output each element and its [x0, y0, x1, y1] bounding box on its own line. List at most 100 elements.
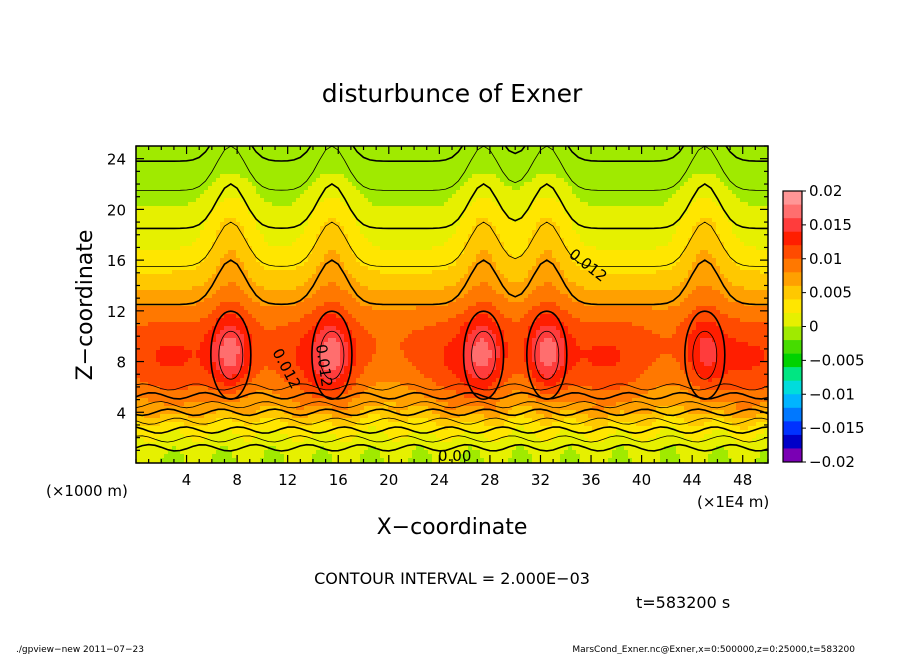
heatmap-cell [304, 194, 309, 199]
heatmap-cell [216, 358, 221, 363]
heatmap-cell [364, 446, 369, 451]
heatmap-cell [320, 426, 325, 431]
heatmap-cell [172, 394, 177, 399]
heatmap-cell [232, 374, 237, 379]
heatmap-cell [136, 414, 141, 419]
heatmap-cell [172, 442, 177, 447]
heatmap-cell [288, 390, 293, 395]
heatmap-cell [224, 150, 229, 155]
heatmap-cell [156, 366, 161, 371]
heatmap-cell [160, 270, 165, 275]
heatmap-cell [336, 154, 341, 159]
heatmap-cell [308, 186, 313, 191]
heatmap-cell [172, 202, 177, 207]
heatmap-cell [268, 406, 273, 411]
heatmap-cell [284, 270, 289, 275]
heatmap-cell [304, 186, 309, 191]
heatmap-cell [140, 158, 145, 163]
heatmap-cell [252, 454, 257, 459]
heatmap-cell [372, 386, 377, 391]
heatmap-cell [328, 250, 333, 255]
heatmap-cell [180, 366, 185, 371]
heatmap-cell [264, 246, 269, 251]
heatmap-cell [356, 446, 361, 451]
heatmap-cell [136, 290, 141, 295]
heatmap-cell [260, 346, 265, 351]
heatmap-cell [296, 338, 301, 343]
heatmap-cell [240, 234, 245, 239]
heatmap-cell [376, 218, 381, 223]
heatmap-cell [308, 410, 313, 415]
heatmap-cell [300, 278, 305, 283]
heatmap-cell [212, 422, 217, 427]
heatmap-cell [312, 242, 317, 247]
heatmap-cell [384, 262, 389, 267]
heatmap-cell [256, 414, 261, 419]
heatmap-cell [368, 398, 373, 403]
heatmap-cell [236, 306, 241, 311]
heatmap-cell [216, 282, 221, 287]
heatmap-cell [200, 346, 205, 351]
heatmap-cell [272, 406, 277, 411]
heatmap-cell [340, 326, 345, 331]
heatmap-cell [244, 274, 249, 279]
heatmap-cell [156, 350, 161, 355]
heatmap-cell [240, 206, 245, 211]
heatmap-cell [308, 322, 313, 327]
heatmap-cell [144, 338, 149, 343]
heatmap-cell [276, 398, 281, 403]
heatmap-cell [140, 418, 145, 423]
heatmap-cell [332, 274, 337, 279]
heatmap-cell [168, 382, 173, 387]
heatmap-cell [280, 202, 285, 207]
heatmap-cell [188, 438, 193, 443]
heatmap-cell [236, 366, 241, 371]
heatmap-cell [344, 390, 349, 395]
heatmap-cell [308, 330, 313, 335]
heatmap-cell [312, 154, 317, 159]
heatmap-cell [272, 282, 277, 287]
heatmap-cell [376, 398, 381, 403]
heatmap-cell [136, 298, 141, 303]
heatmap-cell [152, 270, 157, 275]
heatmap-cell [340, 186, 345, 191]
heatmap-cell [288, 242, 293, 247]
heatmap-cell [232, 390, 237, 395]
heatmap-cell [176, 198, 181, 203]
heatmap-cell [144, 430, 149, 435]
heatmap-cell [160, 222, 165, 227]
heatmap-cell [364, 290, 369, 295]
heatmap-cell [288, 210, 293, 215]
heatmap-cell [312, 186, 317, 191]
heatmap-cell [236, 326, 241, 331]
heatmap-cell [284, 242, 289, 247]
heatmap-cell [288, 250, 293, 255]
heatmap-cell [144, 170, 149, 175]
heatmap-cell [320, 290, 325, 295]
heatmap-cell [228, 394, 233, 399]
heatmap-cell [380, 374, 385, 379]
heatmap-cell [300, 446, 305, 451]
heatmap-cell [340, 370, 345, 375]
heatmap-cell [352, 314, 357, 319]
heatmap-cell [252, 342, 257, 347]
heatmap-cell [228, 246, 233, 251]
heatmap-cell [156, 334, 161, 339]
heatmap-cell [160, 354, 165, 359]
heatmap-cell [376, 318, 381, 323]
heatmap-cell [384, 290, 389, 295]
heatmap-cell [288, 174, 293, 179]
heatmap-cell [140, 206, 145, 211]
heatmap-cell [356, 350, 361, 355]
heatmap-cell [140, 350, 145, 355]
heatmap-cell [212, 414, 217, 419]
heatmap-cell [240, 298, 245, 303]
heatmap-cell [292, 314, 297, 319]
heatmap-cell [344, 430, 349, 435]
heatmap-cell [220, 378, 225, 383]
heatmap-cell [344, 326, 349, 331]
heatmap-cell [336, 382, 341, 387]
heatmap-cell [296, 446, 301, 451]
heatmap-cell [348, 278, 353, 283]
heatmap-cell [268, 362, 273, 367]
